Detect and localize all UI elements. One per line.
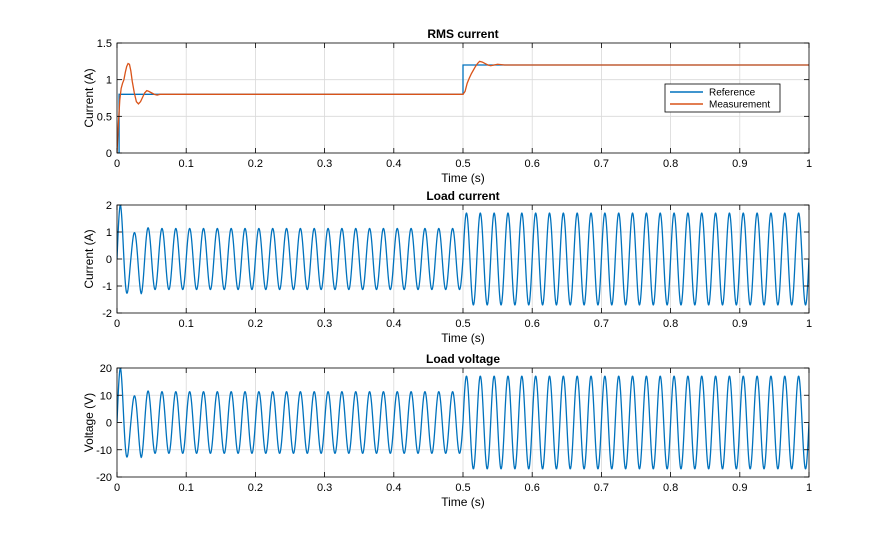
x-tick-label: 0.9: [732, 318, 747, 330]
y-axis-label-rms-current: Current (A): [82, 68, 96, 127]
y-tick-label: 0: [106, 148, 112, 160]
chart-title-rms-current: RMS current: [427, 27, 498, 41]
x-tick-label: 0.3: [317, 482, 332, 494]
x-tick-label: 0: [114, 482, 120, 494]
x-tick-label: 0.6: [525, 482, 540, 494]
x-tick-label: 0.8: [663, 158, 678, 170]
x-tick-label: 0.5: [455, 482, 470, 494]
x-tick-label: 0.3: [317, 158, 332, 170]
legend-box: [664, 83, 781, 113]
x-tick-label: 0.8: [663, 318, 678, 330]
x-axis-label-load-current: Time (s): [441, 331, 485, 345]
y-axis-label-load-voltage: Voltage (V): [82, 393, 96, 452]
chart-title-load-voltage: Load voltage: [426, 352, 500, 366]
x-tick-label: 1: [806, 318, 812, 330]
x-tick-label: 0.3: [317, 318, 332, 330]
x-tick-label: 0: [114, 158, 120, 170]
legend-label-measurement: Measurement: [709, 100, 770, 111]
chart-rms-current: 0 0.1 0.2 0.3 0.4 0.5 0.6 0.7 0.8 0.9 1 0 0.5 1 1.5 RMS…: [82, 27, 812, 185]
x-tick-label: 0.4: [386, 318, 401, 330]
x-tick-label: 0: [114, 318, 120, 330]
chart-title-load-current: Load current: [426, 189, 499, 203]
x-axis-label-rms-current: Time (s): [441, 171, 485, 185]
y-tick-label: -20: [96, 472, 112, 484]
x-tick-label: 0.2: [248, 318, 263, 330]
x-tick-label: 0.5: [455, 318, 470, 330]
y-tick-label: -2: [102, 308, 112, 320]
x-tick-label: 0.9: [732, 158, 747, 170]
x-tick-label: 0.6: [525, 318, 540, 330]
series-line-load-current: [117, 205, 809, 306]
chart-load-current: 0 0.1 0.2 0.3 0.4 0.5 0.6 0.7 0.8 0.9 1 -2 -1 0 1 2 Load…: [82, 189, 812, 345]
x-tick-label: 0.4: [386, 158, 401, 170]
x-tick-label: 0.6: [525, 158, 540, 170]
x-tick-label: 0.4: [386, 482, 401, 494]
y-tick-label: 0: [106, 418, 112, 430]
x-tick-label: 0.5: [455, 158, 470, 170]
y-tick-label: 0.5: [97, 111, 112, 123]
x-tick-label: 0.1: [179, 318, 194, 330]
y-tick-label: -10: [96, 445, 112, 457]
y-tick-label: 1: [106, 75, 112, 87]
x-tick-label: 0.2: [248, 482, 263, 494]
y-tick-label: 2: [106, 200, 112, 212]
y-tick-label: 1: [106, 227, 112, 239]
x-axis-label-load-voltage: Time (s): [441, 495, 485, 509]
x-tick-label: 0.7: [594, 482, 609, 494]
x-tick-label: 0.9: [732, 482, 747, 494]
x-tick-label: 0.1: [179, 482, 194, 494]
legend-label-reference: Reference: [709, 88, 756, 99]
x-tick-label: 0.7: [594, 318, 609, 330]
y-tick-label: 1.5: [97, 38, 112, 50]
x-tick-label: 1: [806, 482, 812, 494]
y-axis-label-load-current: Current (A): [82, 229, 96, 288]
x-tick-label: 0.1: [179, 158, 194, 170]
series-line-load-voltage: [117, 368, 809, 470]
x-tick-label: 0.7: [594, 158, 609, 170]
x-tick-label: 0.8: [663, 482, 678, 494]
y-tick-label: 20: [100, 363, 112, 375]
x-tick-label: 0.2: [248, 158, 263, 170]
series-line-measurement: [117, 60, 809, 153]
y-tick-label: 10: [100, 390, 112, 402]
y-tick-label: 0: [106, 254, 112, 266]
chart-load-voltage: 0 0.1 0.2 0.3 0.4 0.5 0.6 0.7 0.8 0.9 1 -20 -10 0 10 20…: [82, 352, 812, 509]
y-tick-label: -1: [102, 281, 112, 293]
x-tick-label: 1: [806, 158, 812, 170]
